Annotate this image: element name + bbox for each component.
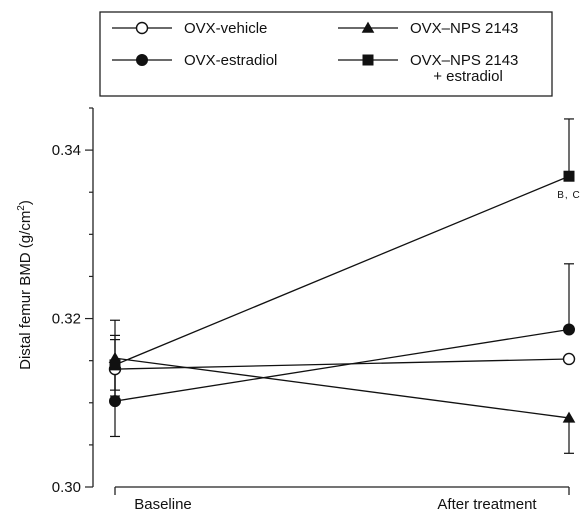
legend-marker bbox=[135, 21, 149, 35]
legend-label: OVX-estradiol bbox=[184, 52, 277, 69]
y-tick-label: 0.34 bbox=[52, 142, 81, 159]
y-tick-label: 0.30 bbox=[52, 479, 81, 496]
x-ticks: Baseline After treatment bbox=[114, 487, 570, 512]
y-ticks: 0.30 0.32 0.34 bbox=[52, 107, 93, 496]
series-line bbox=[114, 357, 570, 419]
x-tick-label: After treatment bbox=[437, 496, 537, 512]
series-line bbox=[114, 358, 570, 370]
legend-label-line2: + estradiol bbox=[433, 68, 503, 85]
legend-marker bbox=[361, 21, 375, 33]
x-tick-label: Baseline bbox=[134, 496, 192, 512]
error-bars bbox=[110, 118, 574, 454]
y-axis-title-tail: ) bbox=[17, 200, 34, 205]
legend-label: OVX–NPS 2143 bbox=[410, 20, 518, 37]
significance-annotation: B, C bbox=[557, 190, 580, 201]
data-point bbox=[109, 395, 121, 408]
legend: OVX-vehicle OVX-estradiol OVX–NPS 2143 OVX–… bbox=[112, 20, 518, 85]
legend-label: OVX-vehicle bbox=[184, 20, 267, 37]
y-axis-title-main: Distal femur BMD (g/cm bbox=[17, 211, 34, 370]
y-axis-title-sup: 2 bbox=[16, 205, 27, 211]
y-tick-label: 0.32 bbox=[52, 311, 81, 328]
data-point bbox=[563, 170, 575, 182]
axes bbox=[92, 108, 569, 488]
annotations: B, C bbox=[557, 190, 580, 201]
data-point bbox=[562, 352, 576, 366]
data-point bbox=[563, 323, 575, 336]
series-lines bbox=[114, 175, 570, 419]
legend-label: OVX–NPS 2143 bbox=[410, 52, 518, 69]
legend-marker bbox=[136, 54, 148, 66]
data-point bbox=[562, 411, 576, 423]
legend-box bbox=[99, 11, 553, 97]
series-markers bbox=[108, 170, 576, 423]
y-axis-title: Distal femur BMD (g/cm2) bbox=[16, 200, 34, 370]
legend-marker bbox=[362, 54, 374, 66]
series-line bbox=[114, 328, 570, 402]
data-point bbox=[109, 359, 121, 371]
series-line bbox=[114, 175, 570, 366]
